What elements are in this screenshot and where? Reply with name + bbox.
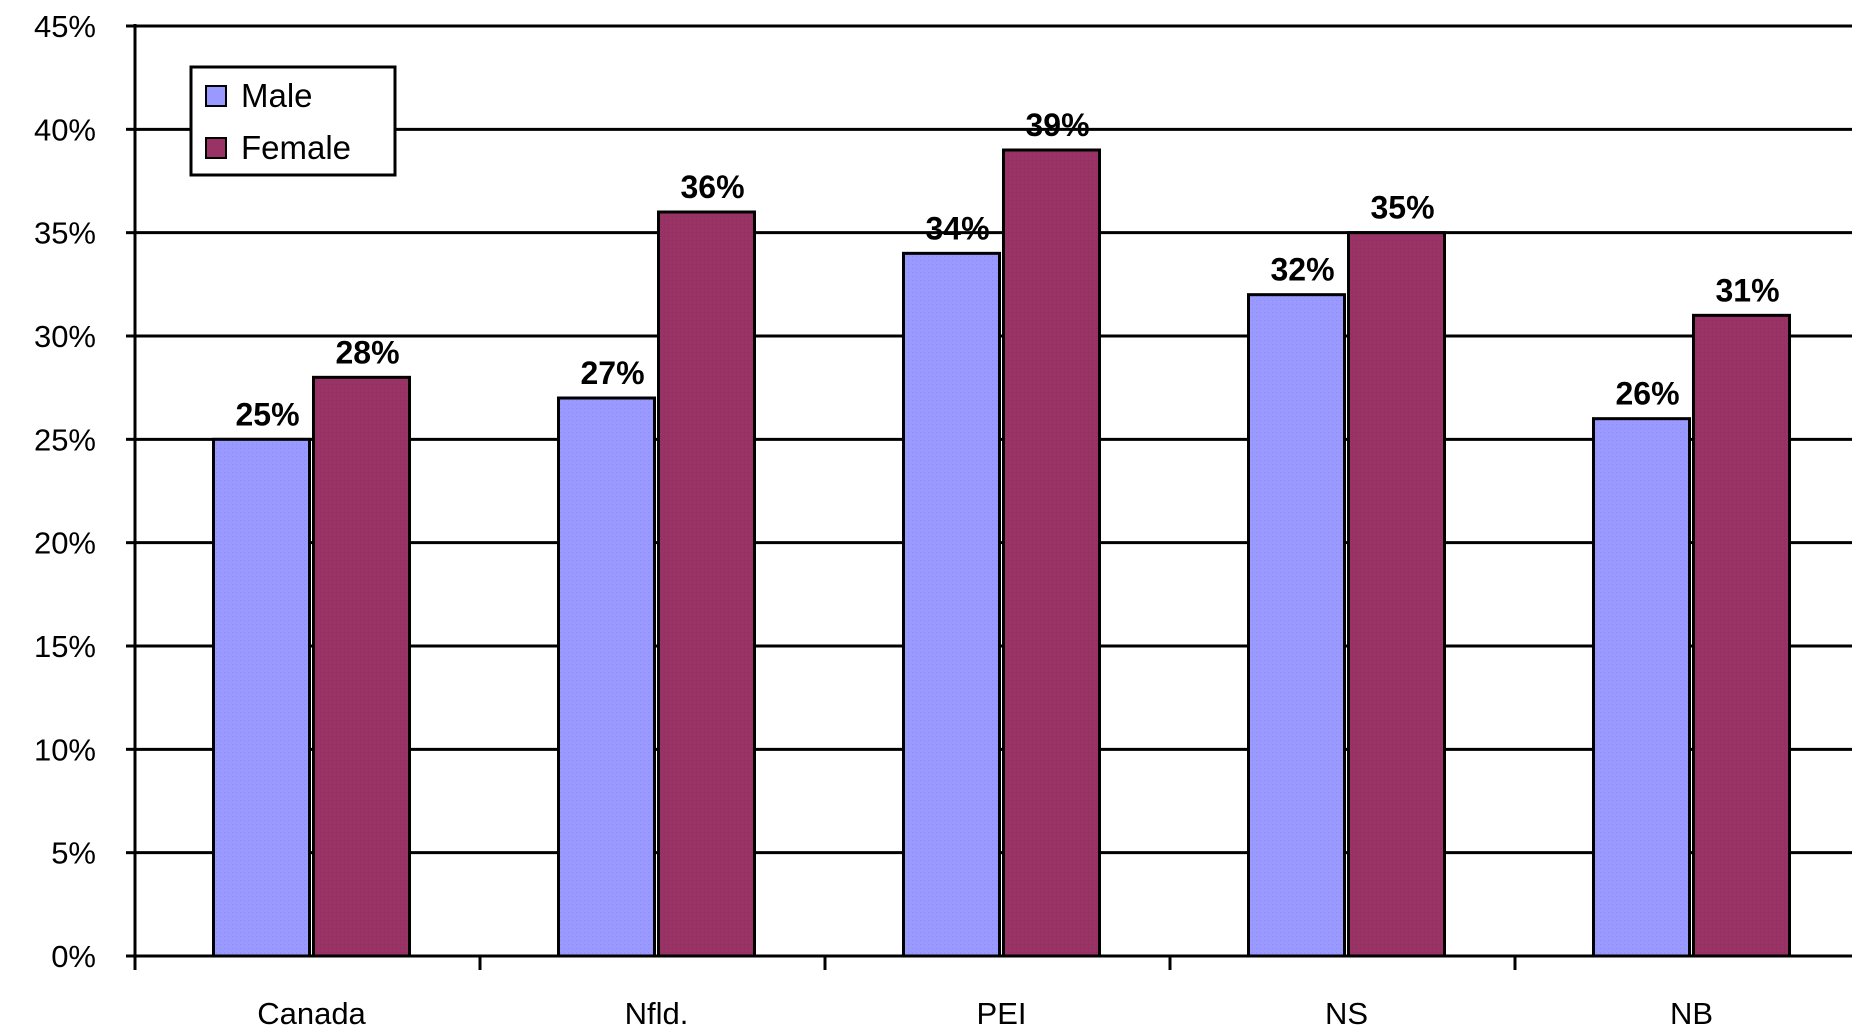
bar-texture — [658, 212, 755, 956]
bar-texture — [558, 398, 655, 956]
y-tick-label: 30% — [34, 319, 96, 354]
bar-texture — [213, 439, 310, 956]
y-tick-label: 40% — [34, 112, 96, 147]
data-label: 39% — [1025, 107, 1089, 143]
y-tick-label: 0% — [51, 939, 96, 974]
bar-texture — [313, 377, 410, 956]
bar-texture — [903, 253, 1000, 957]
y-tick-label: 45% — [34, 9, 96, 44]
x-tick-label: NS — [1325, 996, 1368, 1030]
y-tick-label: 35% — [34, 216, 96, 251]
bar-texture — [1593, 418, 1690, 957]
legend-label-female: Female — [241, 129, 351, 166]
bars — [212, 148, 1791, 958]
bar-texture — [1348, 232, 1445, 956]
x-tick-label: Nfld. — [625, 996, 689, 1030]
data-labels: 25% 28% 27% 36% 34% 39% 32% 35% 26% 31% — [235, 107, 1779, 432]
x-tick-label: Canada — [257, 996, 366, 1030]
legend: Male Female — [189, 65, 397, 177]
bar-texture — [1248, 294, 1345, 957]
y-tick-label: 10% — [34, 732, 96, 767]
data-label: 32% — [1270, 252, 1334, 288]
data-label: 36% — [680, 169, 744, 205]
legend-swatch-female — [205, 137, 227, 159]
data-label: 34% — [925, 210, 989, 246]
data-label: 35% — [1370, 190, 1434, 226]
legend-label-male: Male — [241, 77, 313, 114]
data-label: 31% — [1715, 272, 1779, 308]
y-tick-label: 15% — [34, 629, 96, 664]
x-tick-label: PEI — [977, 996, 1027, 1030]
data-label: 26% — [1615, 376, 1679, 412]
legend-swatch-male — [205, 85, 227, 107]
data-label: 27% — [580, 355, 644, 391]
bar-texture — [1693, 315, 1790, 956]
y-tick-label: 20% — [34, 526, 96, 561]
y-tick-label: 5% — [51, 836, 96, 871]
data-label: 25% — [235, 396, 299, 432]
x-tick-label: NB — [1670, 996, 1713, 1030]
bar-texture — [1003, 150, 1100, 956]
data-label: 28% — [335, 334, 399, 370]
y-tick-label: 25% — [34, 422, 96, 457]
